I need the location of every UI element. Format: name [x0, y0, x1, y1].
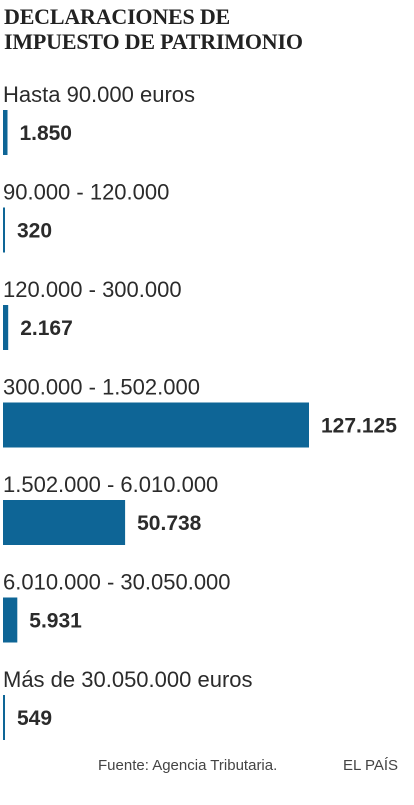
category-label: Hasta 90.000 euros: [3, 82, 195, 107]
bar: [3, 305, 9, 350]
bar: [3, 110, 8, 155]
source-note: Fuente: Agencia Tributaria.: [98, 757, 278, 774]
category-label: 90.000 - 120.000: [3, 180, 169, 205]
value-label: 549: [17, 707, 52, 730]
bar: [3, 597, 18, 643]
value-label: 127.125: [321, 415, 397, 438]
value-label: 320: [17, 220, 52, 243]
chart-title-line-1: DECLARACIONES DE: [4, 4, 231, 29]
publisher-brand: EL PAÍS: [343, 757, 399, 774]
category-label: 120.000 - 300.000: [3, 277, 182, 302]
value-label: 50.738: [137, 512, 202, 535]
bar: [3, 207, 5, 253]
value-label: 2.167: [20, 317, 73, 340]
value-label: 5.931: [29, 610, 82, 633]
category-label: 300.000 - 1.502.000: [3, 375, 200, 400]
value-label: 1.850: [19, 122, 72, 145]
category-label: 6.010.000 - 30.050.000: [3, 570, 231, 595]
bar: [3, 402, 309, 448]
chart-title-line-2: IMPUESTO DE PATRIMONIO: [4, 29, 303, 54]
bar: [3, 695, 5, 740]
category-label: 1.502.000 - 6.010.000: [3, 472, 218, 497]
chart-title: DECLARACIONES DE IMPUESTO DE PATRIMONIO: [4, 4, 303, 54]
category-label: Más de 30.050.000 euros: [3, 667, 253, 692]
bar: [3, 500, 126, 545]
